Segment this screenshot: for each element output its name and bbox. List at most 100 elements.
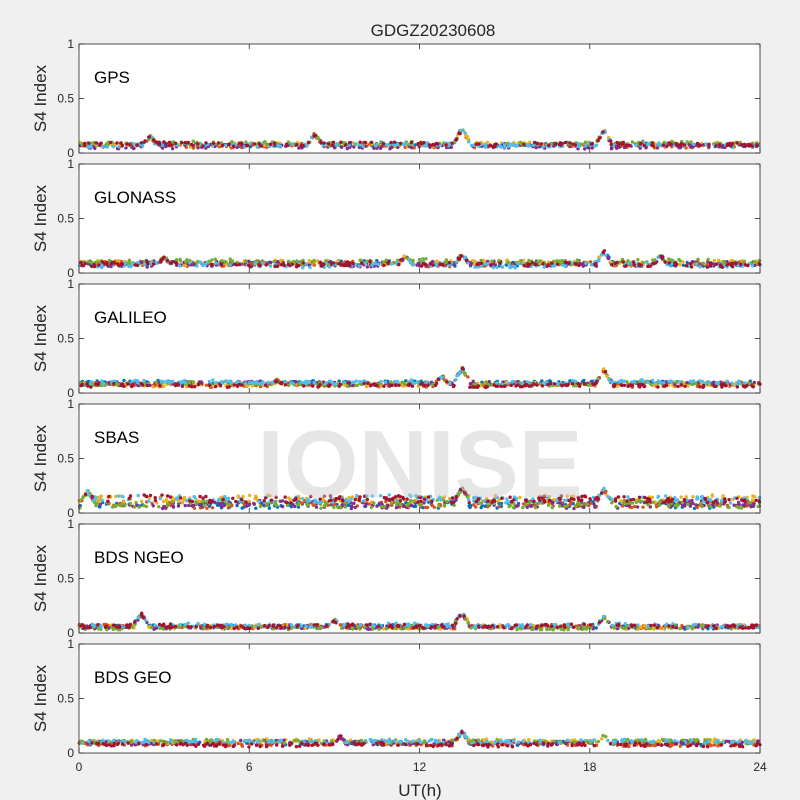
- data-point: [542, 265, 546, 269]
- data-point: [597, 255, 601, 259]
- data-point: [626, 495, 630, 499]
- data-point: [751, 498, 755, 502]
- data-point: [700, 504, 704, 509]
- data-point: [247, 259, 251, 263]
- data-point: [511, 379, 515, 384]
- data-point: [619, 499, 623, 503]
- data-point: [264, 383, 268, 387]
- data-point: [342, 263, 346, 267]
- data-point: [678, 259, 682, 263]
- data-point: [337, 379, 341, 383]
- data-point: [635, 505, 640, 509]
- data-point: [187, 384, 191, 388]
- data-point: [431, 142, 436, 147]
- data-point: [534, 262, 538, 267]
- data-point: [417, 257, 422, 262]
- data-point: [630, 140, 634, 144]
- data-point: [600, 491, 604, 495]
- data-point: [365, 265, 369, 269]
- data-point: [754, 498, 758, 502]
- data-point: [348, 141, 352, 145]
- data-point: [639, 378, 643, 382]
- data-point: [723, 497, 727, 501]
- data-point: [171, 379, 175, 384]
- data-point: [689, 261, 693, 266]
- data-point: [268, 260, 273, 265]
- data-point: [527, 258, 531, 263]
- data-point: [630, 380, 634, 384]
- data-point: [465, 258, 469, 263]
- data-point: [602, 249, 607, 253]
- data-point: [547, 143, 551, 148]
- y-tick-label: 0: [67, 386, 74, 400]
- data-point: [552, 382, 557, 386]
- data-point: [682, 498, 687, 502]
- data-point: [727, 498, 731, 502]
- data-point: [684, 264, 689, 268]
- data-point: [90, 264, 94, 269]
- data-point: [311, 384, 315, 388]
- data-point: [85, 489, 89, 493]
- data-point: [617, 141, 622, 146]
- data-point: [626, 143, 631, 147]
- data-point: [93, 146, 97, 151]
- data-point: [667, 504, 671, 508]
- data-point: [339, 140, 343, 144]
- data-point: [706, 257, 710, 262]
- data-point: [225, 497, 229, 501]
- data-point: [160, 257, 164, 262]
- data-point: [101, 144, 106, 149]
- data-point: [142, 378, 146, 383]
- data-point: [355, 383, 359, 387]
- data-point: [479, 258, 483, 263]
- plot-area: [79, 284, 760, 393]
- data-point: [688, 379, 693, 383]
- data-point: [682, 381, 686, 386]
- data-point: [712, 258, 717, 263]
- data-point: [183, 503, 187, 508]
- data-point: [586, 383, 591, 387]
- data-point: [484, 380, 488, 384]
- data-point: [613, 497, 618, 501]
- data-point: [716, 258, 721, 263]
- data-point: [646, 380, 650, 384]
- data-point: [396, 145, 400, 150]
- data-point: [691, 501, 695, 506]
- data-point: [381, 260, 386, 264]
- data-point: [235, 145, 239, 150]
- data-point: [494, 384, 498, 388]
- data-point: [372, 382, 376, 387]
- data-point: [686, 384, 690, 388]
- data-point: [228, 263, 232, 267]
- data-point: [630, 501, 635, 505]
- data-point: [339, 263, 343, 267]
- data-point: [372, 146, 376, 150]
- data-point: [237, 141, 241, 145]
- data-point: [307, 260, 312, 264]
- data-point: [684, 495, 688, 499]
- data-point: [196, 142, 200, 146]
- data-point: [576, 142, 581, 146]
- data-point: [170, 260, 175, 264]
- data-point: [369, 383, 373, 388]
- data-point: [699, 501, 703, 505]
- data-point: [584, 261, 588, 265]
- data-point: [409, 140, 414, 145]
- data-point: [538, 259, 542, 263]
- data-point: [712, 384, 716, 388]
- data-point: [679, 495, 683, 499]
- panel-label: GPS: [94, 68, 130, 87]
- data-point: [161, 499, 166, 504]
- data-point: [483, 262, 488, 266]
- data-point: [743, 381, 748, 385]
- data-point: [625, 499, 629, 503]
- data-point: [479, 261, 483, 265]
- data-point: [201, 496, 205, 500]
- data-point: [211, 378, 215, 382]
- data-point: [158, 260, 163, 264]
- data-point: [746, 263, 750, 268]
- data-point: [485, 140, 490, 145]
- data-point: [620, 504, 625, 508]
- data-point: [202, 503, 206, 508]
